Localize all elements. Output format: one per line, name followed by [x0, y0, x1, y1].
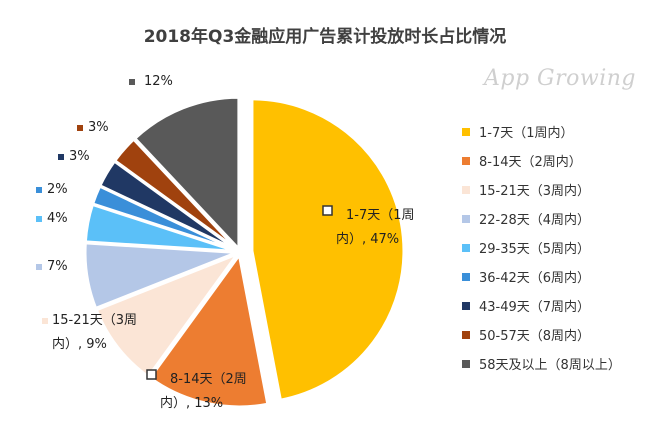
data-label: 4%	[47, 211, 68, 226]
legend-item: 50-57天（8周内）	[462, 320, 621, 349]
legend-label: 22-28天（4周内）	[479, 213, 591, 228]
data-label: 2%	[47, 182, 68, 197]
data-label: 15-21天（3周内）, 9%	[52, 313, 137, 352]
legend-swatch	[462, 330, 470, 339]
pie-slice	[250, 97, 406, 402]
legend-item: 22-28天（4周内）	[462, 204, 621, 233]
legend-swatch	[462, 272, 470, 281]
legend-item: 15-21天（3周内）	[462, 175, 621, 204]
label-marker	[77, 125, 83, 131]
legend-label: 43-49天（7周内）	[479, 300, 591, 315]
data-label: 3%	[88, 120, 109, 135]
legend-item: 8-14天（2周内）	[462, 146, 621, 175]
label-marker	[322, 205, 333, 216]
legend-label: 36-42天（6周内）	[479, 271, 591, 286]
legend-label: 1-7天（1周内）	[479, 126, 574, 141]
legend-item: 43-49天（7周内）	[462, 291, 621, 320]
pie-slices	[83, 95, 406, 409]
label-marker	[146, 369, 157, 380]
data-label: 8-14天（2周内）, 13%	[160, 372, 247, 411]
legend-item: 1-7天（1周内）	[462, 117, 621, 146]
legend-label: 29-35天（5周内）	[479, 242, 591, 257]
chart-title: 2018年Q3金融应用广告累计投放时长占比情况	[143, 27, 507, 47]
data-label: 7%	[47, 259, 68, 274]
legend-item: 29-35天（5周内）	[462, 233, 621, 262]
legend-swatch	[462, 359, 470, 368]
legend-swatch	[462, 214, 470, 223]
pie-slice	[147, 251, 270, 409]
data-label: 12%	[144, 74, 173, 89]
pie-slice	[132, 95, 241, 253]
data-label: 3%	[69, 149, 90, 164]
legend-swatch	[462, 156, 470, 165]
label-marker	[36, 264, 42, 270]
legend-swatch	[462, 243, 470, 252]
legend-swatch	[462, 127, 470, 136]
legend-label: 50-57天（8周内）	[479, 329, 591, 344]
label-marker	[36, 187, 42, 193]
chart-legend: 1-7天（1周内） 8-14天（2周内） 15-21天（3周内） 22-28天（4周内…	[462, 117, 621, 378]
app-growing-watermark: App Growing	[484, 66, 637, 91]
legend-swatch	[462, 185, 470, 194]
legend-item: 58天及以上（8周以上）	[462, 349, 621, 378]
pie-labels: 1-7天（1周内）, 47% 8-14天（2周内）, 13% 15-21天（3周内）…	[36, 74, 415, 411]
legend-item: 36-42天（6周内）	[462, 262, 621, 291]
legend-label: 58天及以上（8周以上）	[479, 358, 621, 373]
label-marker	[42, 318, 48, 324]
data-label: 1-7天（1周内）, 47%	[336, 208, 415, 247]
legend-label: 8-14天（2周内）	[479, 155, 582, 170]
label-marker	[58, 154, 64, 160]
label-marker	[36, 216, 42, 222]
label-marker	[129, 79, 135, 85]
legend-swatch	[462, 301, 470, 310]
legend-label: 15-21天（3周内）	[479, 184, 591, 199]
